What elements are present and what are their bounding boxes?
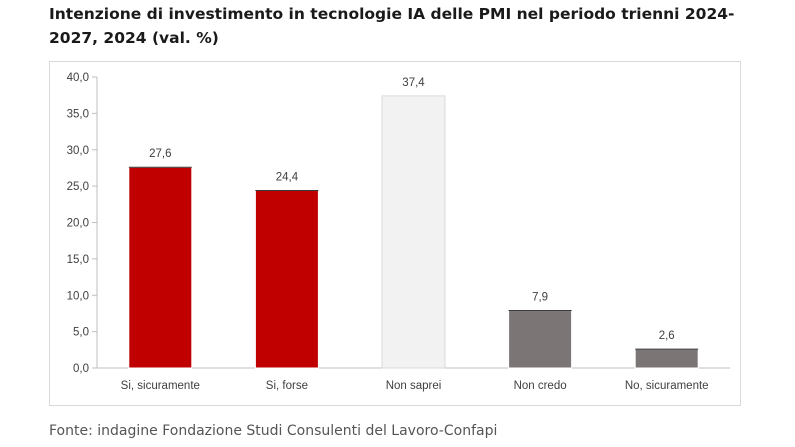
data-label: 2,6	[659, 330, 675, 342]
x-tick-label: Si, sicuramente	[121, 380, 200, 392]
y-tick-label: 40,0	[67, 72, 89, 84]
bar	[508, 310, 573, 369]
y-tick-label: 5,0	[73, 327, 89, 339]
y-tick-label: 10,0	[67, 290, 89, 302]
bar	[381, 95, 446, 369]
bar	[254, 189, 319, 369]
x-tick-label: Non saprei	[386, 380, 442, 392]
y-tick-label: 15,0	[67, 254, 89, 266]
data-label: 7,9	[532, 292, 548, 304]
y-tick-label: 35,0	[67, 108, 89, 120]
chart-title: Intenzione di investimento in tecnologie…	[49, 5, 735, 47]
data-label: 37,4	[402, 77, 425, 89]
source-note: Fonte: indagine Fondazione Studi Consule…	[49, 423, 498, 439]
y-tick-label: 20,0	[67, 218, 89, 230]
data-label: 27,6	[149, 148, 171, 160]
x-tick-label: Non credo	[514, 380, 567, 392]
y-tick-label: 25,0	[67, 181, 89, 193]
y-tick-label: 30,0	[67, 145, 89, 157]
bar	[128, 166, 193, 369]
y-tick-label: 0,0	[73, 363, 89, 375]
x-tick-label: Si, forse	[266, 380, 308, 392]
data-label: 24,4	[276, 171, 299, 183]
x-tick-label: No, sicuramente	[625, 380, 709, 392]
bar	[634, 348, 699, 369]
